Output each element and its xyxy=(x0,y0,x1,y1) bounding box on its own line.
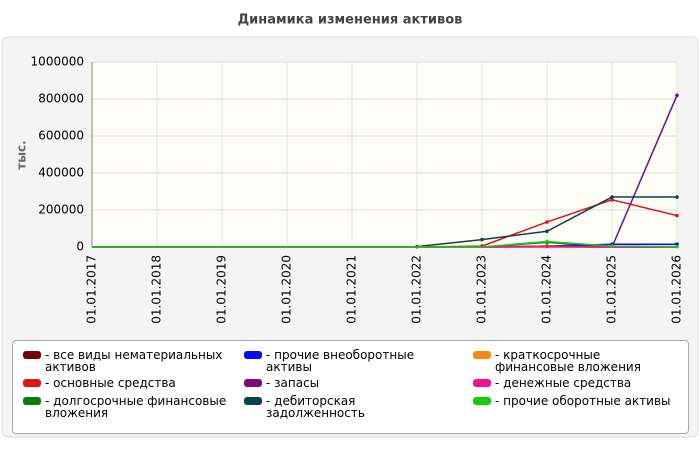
legend-item: - все виды нематериальных активов xyxy=(23,349,233,373)
x-tick-label: 01.01.2023 xyxy=(475,255,489,324)
x-tick-label: 01.01.2017 xyxy=(85,255,99,324)
legend-label: - основные средства xyxy=(45,376,176,390)
legend-item: - прочие оборотные активы xyxy=(473,395,683,407)
legend-swatch xyxy=(23,397,41,405)
legend-label: - запасы xyxy=(266,376,320,390)
legend-item: - денежные средства xyxy=(473,377,683,389)
x-tick-label: 01.01.2019 xyxy=(215,255,229,324)
legend-label: - долгосрочные финансовые вложения xyxy=(45,394,227,420)
point-marker xyxy=(610,198,614,202)
point-marker xyxy=(675,195,679,199)
legend: - все виды нематериальных активов - основ… xyxy=(12,340,689,434)
legend-item: - дебиторская задолженность xyxy=(244,395,454,419)
legend-item: - долгосрочные финансовые вложения xyxy=(23,395,233,419)
legend-label: - прочие оборотные активы xyxy=(495,394,671,408)
y-tick-label: 200000 xyxy=(38,203,84,217)
x-tick-label: 01.01.2025 xyxy=(605,255,619,324)
point-marker xyxy=(675,93,679,98)
y-axis-label: тыс. xyxy=(15,140,29,169)
x-tick-label: 01.01.2020 xyxy=(280,255,294,324)
legend-swatch xyxy=(244,351,262,359)
legend-label: - прочие внеоборотные активы xyxy=(266,348,415,374)
legend-label: - денежные средства xyxy=(495,376,632,390)
legend-item: - запасы xyxy=(244,377,454,389)
series-line xyxy=(92,240,678,248)
legend-swatch xyxy=(473,379,491,387)
legend-label: - все виды нематериальных активов xyxy=(45,348,223,374)
legend-swatch xyxy=(473,351,491,359)
point-marker xyxy=(610,195,614,199)
point-marker xyxy=(610,244,614,248)
x-tick-label: 01.01.2024 xyxy=(540,255,554,324)
chart-title: Динамика изменения активов xyxy=(238,13,463,28)
legend-swatch xyxy=(23,379,41,387)
y-tick-label: 400000 xyxy=(38,166,84,180)
y-tick-label: 1000000 xyxy=(31,55,84,69)
legend-swatch xyxy=(244,397,262,405)
legend-swatch xyxy=(244,379,262,387)
legend-item: - краткосрочные финансовые вложения xyxy=(473,349,683,373)
legend-swatch xyxy=(23,351,41,359)
legend-swatch xyxy=(473,397,491,405)
point-marker xyxy=(675,244,679,249)
y-tick-label: 0 xyxy=(76,240,84,254)
y-tick-label: 800000 xyxy=(38,92,84,106)
point-marker xyxy=(545,244,549,248)
legend-label: - краткосрочные финансовые вложения xyxy=(495,348,641,374)
plot-area xyxy=(92,62,677,247)
legend-item: - прочие внеоборотные активы xyxy=(244,349,454,373)
x-tick-label: 01.01.2018 xyxy=(150,255,164,324)
legend-item: - основные средства xyxy=(23,377,233,389)
x-tick-label: 01.01.2026 xyxy=(670,255,684,324)
point-marker xyxy=(545,220,549,224)
point-marker xyxy=(545,239,549,244)
y-tick-label: 600000 xyxy=(38,129,84,143)
x-tick-label: 01.01.2021 xyxy=(345,255,359,324)
legend-label: - дебиторская задолженность xyxy=(266,394,365,420)
point-marker xyxy=(675,213,679,218)
point-marker xyxy=(545,229,549,234)
x-tick-label: 01.01.2022 xyxy=(410,255,424,324)
point-marker xyxy=(480,237,484,242)
